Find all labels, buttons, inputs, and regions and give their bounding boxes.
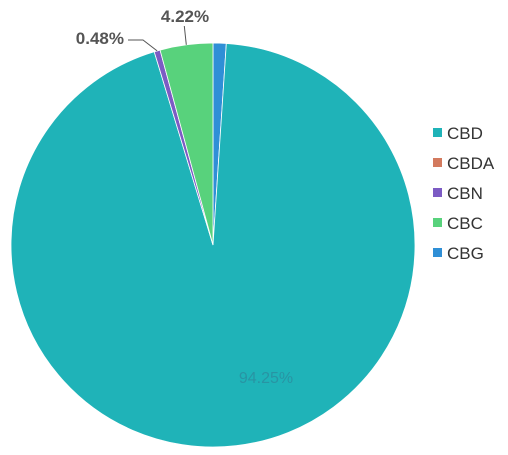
legend-label-cbda: CBDA [447,154,495,173]
legend-swatch-cbn [433,188,442,197]
leader-line-cbn [128,39,158,52]
legend-label-cbc: CBC [447,214,483,233]
legend-swatch-cbd [433,128,442,137]
legend-swatch-cbg [433,248,442,257]
data-label-cbc: 4.22% [161,7,209,26]
legend-swatch-cbda [433,158,442,167]
pie-slice-cbd [10,43,416,448]
legend-swatch-cbc [433,218,442,227]
legend-label-cbd: CBD [447,124,483,143]
legend-label-cbg: CBG [447,244,484,263]
pie-slice-cbc [159,42,214,246]
legend-label-cbn: CBN [447,184,483,203]
data-label-cbn: 0.48% [76,29,124,48]
leader-line-cbc [183,25,187,45]
data-label-cbd: 94.25% [239,370,293,387]
